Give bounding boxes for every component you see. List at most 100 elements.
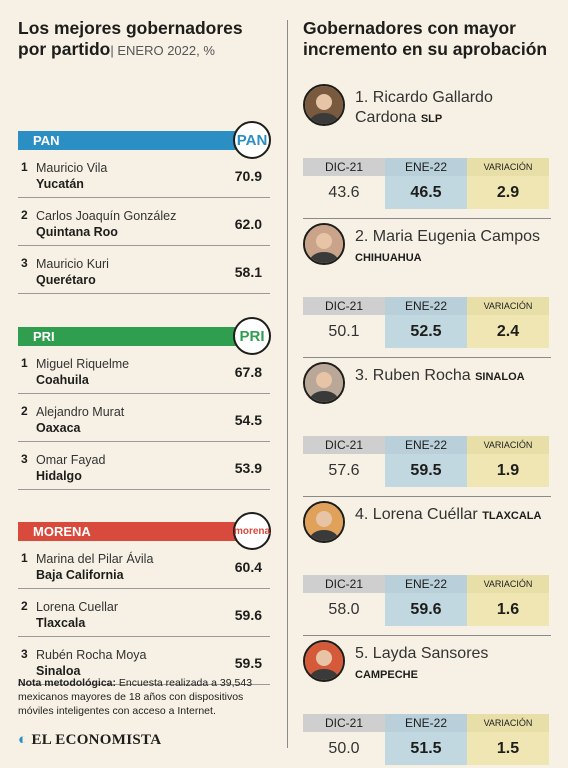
- row-value: 67.8: [234, 364, 262, 380]
- header-ene: ENE-22: [385, 158, 467, 176]
- party-name-bar: PRI: [18, 327, 241, 346]
- party-section: MORENA morena 1 Marina del Pilar Ávila Baja …: [18, 512, 271, 685]
- governor-photo: [303, 84, 345, 126]
- row-num: 2: [21, 404, 28, 418]
- approval-table: DIC-21 ENE-22 VARIACIÓN 57.6 59.5 1.9: [303, 436, 549, 487]
- header-ene: ENE-22: [385, 714, 467, 732]
- value-ene: 51.5: [385, 732, 467, 765]
- ranking-row: 1 Mauricio Vila Yucatán 70.9: [18, 150, 270, 198]
- row-num: 3: [21, 452, 28, 466]
- card-separator: [303, 635, 551, 636]
- row-name: Marina del Pilar Ávila: [36, 552, 154, 566]
- header-var: VARIACIÓN: [467, 714, 549, 732]
- row-value: 60.4: [234, 559, 262, 575]
- right-column: Gobernadores con mayor incremento en su …: [303, 18, 551, 765]
- row-state: Tlaxcala: [36, 616, 86, 630]
- value-dic: 57.6: [328, 462, 360, 479]
- left-title: Los mejores gobernadores por partido| EN…: [18, 18, 243, 59]
- card-separator: [303, 218, 551, 219]
- governor-name: 5. Layda Sansores CAMPECHE: [355, 645, 489, 681]
- left-column: Los mejores gobernadores por partido| EN…: [18, 18, 271, 685]
- header-var: VARIACIÓN: [467, 297, 549, 315]
- row-value: 59.5: [234, 655, 262, 671]
- header-ene: ENE-22: [385, 297, 467, 315]
- row-value: 59.6: [234, 607, 262, 623]
- header-dic: DIC-21: [324, 577, 363, 591]
- brand-logo: ◐ EL ECONOMISTA: [18, 732, 162, 748]
- row-value: 70.9: [234, 168, 262, 184]
- column-divider: [287, 20, 288, 748]
- value-ene: 59.5: [385, 454, 467, 487]
- party-section: PAN PAN 1 Mauricio Vila Yucatán 70.9 2 Carlos J…: [18, 121, 271, 294]
- governor-name: 3. Ruben Rocha SINALOA: [355, 367, 525, 384]
- row-num: 2: [21, 208, 28, 222]
- row-value: 62.0: [234, 216, 262, 232]
- approval-table: DIC-21 ENE-22 VARIACIÓN 50.0 51.5 1.5: [303, 714, 549, 765]
- party-logo-icon: PRI: [233, 317, 271, 355]
- governor-name: 2. Maria Eugenia Campos CHIHUAHUA: [355, 228, 540, 264]
- row-state: Quintana Roo: [36, 225, 118, 239]
- value-dic: 43.6: [328, 184, 360, 201]
- ranking-row: 2 Alejandro Murat Oaxaca 54.5: [18, 394, 270, 442]
- row-state: Sinaloa: [36, 664, 81, 678]
- value-var: 2.9: [467, 176, 549, 209]
- left-subtitle: | ENERO 2022, %: [110, 43, 215, 58]
- governor-photo: [303, 501, 345, 543]
- header-var: VARIACIÓN: [467, 575, 549, 593]
- governor-state: CAMPECHE: [355, 669, 418, 681]
- row-name: Rubén Rocha Moya: [36, 648, 147, 662]
- governor-state: SINALOA: [475, 371, 525, 383]
- approval-table: DIC-21 ENE-22 VARIACIÓN 50.1 52.5 2.4: [303, 297, 549, 348]
- header-ene: ENE-22: [385, 575, 467, 593]
- value-ene: 52.5: [385, 315, 467, 348]
- party-section: PRI PRI 1 Miguel Riquelme Coahuila 67.8 2 Aleja…: [18, 317, 271, 490]
- party-logo-icon: morena: [233, 512, 271, 550]
- value-var: 1.9: [467, 454, 549, 487]
- row-value: 53.9: [234, 460, 262, 476]
- ranking-row: 1 Miguel Riquelme Coahuila 67.8: [18, 346, 270, 394]
- row-state: Oaxaca: [36, 421, 81, 435]
- header-var: VARIACIÓN: [467, 158, 549, 176]
- row-state: Hidalgo: [36, 469, 82, 483]
- ranking-row: 1 Marina del Pilar Ávila Baja California 60…: [18, 541, 270, 589]
- row-num: 2: [21, 599, 28, 613]
- row-name: Miguel Riquelme: [36, 357, 130, 371]
- row-name: Mauricio Vila: [36, 161, 108, 175]
- value-ene: 46.5: [385, 176, 467, 209]
- ranking-row: 3 Omar Fayad Hidalgo 53.9: [18, 442, 270, 490]
- ranking-row: 2 Lorena Cuellar Tlaxcala 59.6: [18, 589, 270, 637]
- governor-state: CHIHUAHUA: [355, 252, 422, 264]
- row-value: 54.5: [234, 412, 262, 428]
- value-var: 1.5: [467, 732, 549, 765]
- ranking-row: 2 Carlos Joaquín González Quintana Roo 62.0: [18, 198, 270, 246]
- governor-photo: [303, 362, 345, 404]
- party-name-bar: MORENA: [18, 522, 241, 541]
- governor-photo: [303, 223, 345, 265]
- approval-table: DIC-21 ENE-22 VARIACIÓN 58.0 59.6 1.6: [303, 575, 549, 626]
- card-separator: [303, 496, 551, 497]
- card-separator: [303, 357, 551, 358]
- right-title: Gobernadores con mayor incremento en su …: [303, 18, 548, 59]
- value-dic: 58.0: [328, 601, 360, 618]
- row-state: Yucatán: [36, 177, 84, 191]
- approval-table: DIC-21 ENE-22 VARIACIÓN 43.6 46.5 2.9: [303, 158, 549, 209]
- ranking-row: 3 Rubén Rocha Moya Sinaloa 59.5: [18, 637, 270, 685]
- row-value: 58.1: [234, 264, 262, 280]
- governor-name: 4. Lorena Cuéllar TLAXCALA: [355, 506, 542, 523]
- methodology-note: Nota metodológica: Encuesta realizada a …: [18, 677, 253, 717]
- row-num: 1: [21, 160, 28, 174]
- value-dic: 50.1: [328, 323, 360, 340]
- row-state: Querétaro: [36, 273, 96, 287]
- row-state: Baja California: [36, 568, 124, 582]
- value-var: 1.6: [467, 593, 549, 626]
- header-ene: ENE-22: [385, 436, 467, 454]
- header-dic: DIC-21: [324, 160, 363, 174]
- header-dic: DIC-21: [324, 438, 363, 452]
- party-logo-icon: PAN: [233, 121, 271, 159]
- row-num: 1: [21, 356, 28, 370]
- row-name: Mauricio Kuri: [36, 257, 109, 271]
- header-dic: DIC-21: [324, 716, 363, 730]
- header-var: VARIACIÓN: [467, 436, 549, 454]
- party-name-bar: PAN: [18, 131, 241, 150]
- value-dic: 50.0: [328, 740, 360, 757]
